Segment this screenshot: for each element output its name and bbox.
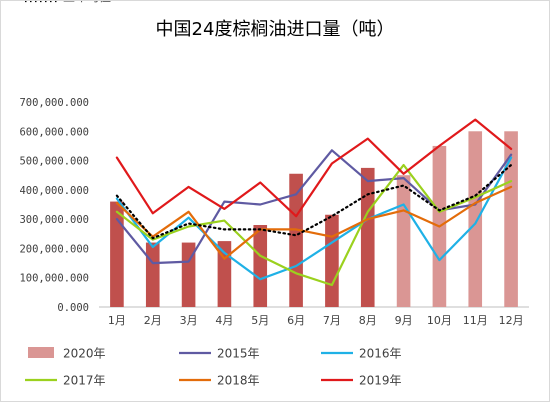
y-tick-label: 400,000.000	[19, 185, 89, 197]
x-tick-label: 9月	[395, 314, 413, 327]
bar-2020	[145, 242, 160, 307]
legend-item: 2016年	[321, 347, 402, 361]
x-tick-label: 12月	[499, 314, 524, 327]
y-tick-label: 600,000.000	[19, 126, 89, 138]
legend-label: 2016年	[359, 347, 402, 361]
bar-2020	[360, 167, 375, 307]
legend-label: 2020年	[63, 347, 106, 361]
plot-area: 0.000 100,000.000 200,000.000 300,000.000 40…	[19, 97, 529, 327]
x-tick-label: 4月	[215, 314, 233, 327]
x-tick-label: 10月	[427, 314, 452, 327]
bar-2020	[110, 201, 124, 307]
legend: 2020年 2015年 2016年 2017年 2018年 2019年 五年均值	[25, 1, 402, 388]
x-tick-label: 8月	[359, 314, 377, 327]
legend-item: 2020年	[28, 347, 106, 361]
series-line-2016年	[115, 156, 513, 281]
legend-label: 2019年	[359, 374, 402, 388]
bar-2020	[181, 242, 196, 307]
x-tick-label: 11月	[463, 314, 488, 327]
series-line-五年均值	[115, 163, 513, 240]
bar-2020	[253, 225, 268, 307]
bar-2020	[325, 214, 339, 307]
series-line-2019年	[115, 118, 513, 218]
legend-item: 五年均值	[25, 1, 111, 4]
x-tick-label: 7月	[323, 314, 341, 327]
series-line-2018年	[115, 185, 513, 260]
y-tick-label: 100,000.000	[19, 273, 89, 285]
y-tick-label: 300,000.000	[19, 214, 89, 226]
series-line-2017年	[115, 163, 513, 287]
x-tick-label: 3月	[180, 314, 198, 327]
legend-swatch	[28, 347, 54, 358]
chart-title: 中国24度棕榈油进口量（吨）	[156, 19, 395, 40]
y-tick-label: 500,000.000	[19, 156, 89, 168]
y-tick-label: 200,000.000	[19, 243, 89, 255]
legend-item: 2018年	[179, 374, 260, 388]
legend-label: 五年均值	[63, 1, 111, 4]
legend-label: 2015年	[217, 347, 260, 361]
y-tick-label: 700,000.000	[19, 97, 89, 109]
x-tick-label: 1月	[108, 314, 126, 327]
legend-item: 2017年	[25, 374, 106, 388]
legend-label: 2018年	[217, 374, 260, 388]
bar-2020	[504, 131, 518, 307]
bar-2020	[468, 131, 483, 307]
legend-label: 2017年	[63, 374, 106, 388]
y-tick-label: 0.000	[57, 302, 89, 314]
x-tick-label: 5月	[251, 314, 269, 327]
x-tick-label: 6月	[287, 314, 305, 327]
legend-item: 2019年	[321, 374, 402, 388]
x-tick-label: 2月	[144, 314, 162, 327]
legend-item: 2015年	[179, 347, 260, 361]
bar-2020	[217, 241, 232, 307]
bar-2020	[396, 175, 411, 307]
